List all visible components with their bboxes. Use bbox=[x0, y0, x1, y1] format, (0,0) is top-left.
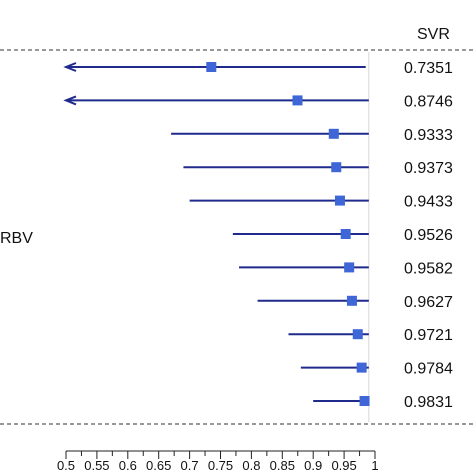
svr-value-label: 0.9333 bbox=[404, 127, 453, 144]
left-arrow-icon bbox=[63, 62, 77, 72]
forest-row: 0.8746 bbox=[63, 93, 453, 110]
point-estimate-marker bbox=[352, 329, 363, 340]
point-estimate-marker bbox=[292, 95, 303, 106]
x-tick-label: 0.55 bbox=[84, 458, 109, 473]
point-estimate-marker bbox=[328, 128, 339, 139]
point-estimate-marker bbox=[331, 162, 342, 173]
x-tick-label: 0.8 bbox=[242, 458, 260, 473]
x-tick-label: 0.5 bbox=[57, 458, 75, 473]
svr-value-label: 0.8746 bbox=[404, 93, 453, 110]
point-estimate-marker bbox=[334, 195, 345, 206]
forest-row: 0.9333 bbox=[171, 127, 453, 144]
point-estimate-marker bbox=[206, 62, 217, 72]
side-label: RBV bbox=[0, 230, 33, 247]
x-tick-label: 0.75 bbox=[208, 458, 233, 473]
x-tick-label: 1 bbox=[371, 458, 378, 473]
forest-row: 0.9433 bbox=[189, 194, 453, 211]
x-tick-label: 0.9 bbox=[304, 458, 322, 473]
x-tick-label: 0.6 bbox=[119, 458, 137, 473]
left-arrow-icon bbox=[63, 95, 77, 106]
x-tick-label: 0.65 bbox=[146, 458, 171, 473]
forest-row: 0.9784 bbox=[300, 361, 453, 378]
svr-value-label: 0.9433 bbox=[404, 194, 453, 211]
column-header-svr: SVR bbox=[417, 26, 450, 43]
point-estimate-marker bbox=[346, 295, 357, 306]
forest-row: 0.7351 bbox=[63, 60, 453, 77]
svr-value-label: 0.9373 bbox=[404, 160, 453, 177]
point-estimate-marker bbox=[359, 396, 370, 406]
x-tick-label: 0.95 bbox=[331, 458, 356, 473]
svr-value-label: 0.9831 bbox=[404, 394, 453, 411]
svr-value-label: 0.9582 bbox=[404, 260, 453, 277]
svr-value-label: 0.9526 bbox=[404, 227, 453, 244]
svr-value-label: 0.9784 bbox=[404, 361, 453, 378]
forest-row: 0.9582 bbox=[239, 260, 453, 277]
forest-row: 0.9373 bbox=[183, 160, 453, 177]
svr-value-label: 0.9721 bbox=[404, 327, 453, 344]
forest-row: 0.9526 bbox=[232, 227, 453, 244]
forest-row: 0.9721 bbox=[288, 327, 453, 344]
svr-value-label: 0.7351 bbox=[404, 60, 453, 77]
svr-value-label: 0.9627 bbox=[404, 294, 453, 311]
x-tick-label: 0.7 bbox=[181, 458, 199, 473]
point-estimate-marker bbox=[356, 362, 367, 373]
forest-row: 0.9831 bbox=[313, 394, 453, 411]
x-tick-label: 0.85 bbox=[270, 458, 295, 473]
point-estimate-marker bbox=[340, 229, 351, 239]
point-estimate-marker bbox=[344, 262, 355, 273]
forest-row: 0.9627 bbox=[257, 294, 453, 311]
